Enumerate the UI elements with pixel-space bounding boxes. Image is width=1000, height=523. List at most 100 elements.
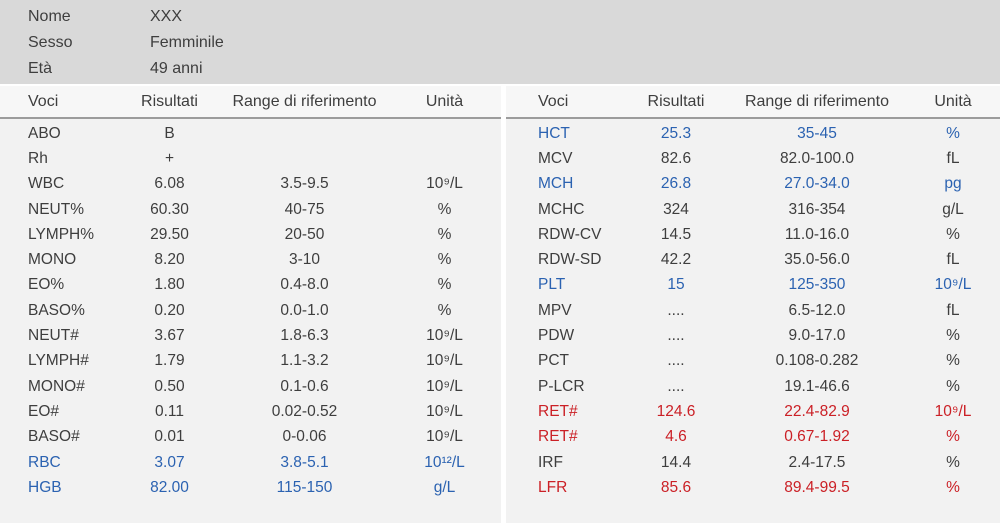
cell-voce: P-LCR [538, 377, 585, 395]
cell-risultato: 3.07 [154, 453, 185, 471]
cell-voce: HGB [28, 478, 62, 496]
patient-age-value: 49 anni [150, 60, 203, 77]
cell-voce: NEUT% [28, 200, 84, 218]
cell-unita: 10⁹/L [426, 377, 463, 395]
table-row: MONO 8.20 3-10% [0, 247, 501, 272]
cell-risultato: 42.2 [660, 251, 692, 269]
table-row: Rh + [0, 146, 501, 171]
cell-range: 11.0-16.0 [784, 225, 850, 243]
cell-risultato: 14.4 [660, 453, 692, 471]
cell-voce: RDW-CV [538, 225, 602, 243]
cell-unita: 10⁹/L [426, 175, 463, 193]
table-row: PLT 15 125-350 10⁹/L [506, 273, 1000, 298]
cell-range: 35.0-56.0 [784, 251, 850, 269]
cell-risultato: .... [667, 352, 685, 370]
cell-unita: 10⁹/L [934, 276, 972, 294]
table-row: PDW.... 9.0-17.0% [506, 323, 1000, 348]
table-row: HGB 82.00 115-150 g/L [0, 475, 501, 500]
cell-risultato: 8.20 [154, 251, 185, 269]
cell-risultato: 6.08 [154, 175, 185, 193]
cell-risultato: 0.20 [154, 301, 185, 319]
right-table-body: HCT 25.3 35-45% MCV 82.6 82.0-100.0 fL MCH 26.8 2… [506, 119, 1000, 500]
table-row: RDW-CV 14.5 11.0-16.0% [506, 222, 1000, 247]
cell-range: 89.4-99.5 [784, 478, 850, 496]
patient-age-row: Età 49 anni [0, 56, 1000, 82]
table-row: WBC 6.08 3.5-9.5 10⁹/L [0, 172, 501, 197]
table-row: EO# 0.11 0.02-0.52 10⁹/L [0, 399, 501, 424]
cell-risultato: 1.79 [154, 352, 185, 370]
cell-unita: pg [944, 175, 962, 193]
cell-range: 6.5-12.0 [788, 301, 846, 319]
cell-risultato: B [164, 124, 175, 142]
cell-range: 316-354 [788, 200, 846, 218]
cell-range: 9.0-17.0 [788, 327, 846, 345]
cell-range: 125-350 [788, 276, 846, 294]
cell-range: 0.0-1.0 [280, 301, 329, 319]
cell-risultato: 324 [663, 200, 689, 218]
column-header-risultati: Risultati [141, 92, 198, 110]
cell-voce: BASO% [28, 301, 85, 319]
patient-sex-row: Sesso Femminile [0, 30, 1000, 56]
patient-info-band: Nome XXX Sesso Femminile Età 49 anni [0, 0, 1000, 84]
cell-unita: % [946, 124, 960, 142]
cell-unita: % [437, 251, 452, 269]
table-row: HCT 25.3 35-45% [506, 121, 1000, 146]
cell-voce: LFR [538, 478, 568, 496]
cell-unita: % [946, 453, 960, 471]
table-row: NEUT# 3.67 1.8-6.3 10⁹/L [0, 323, 501, 348]
table-row: RDW-SD 42.2 35.0-56.0 fL [506, 247, 1000, 272]
cell-voce: MCH [538, 175, 574, 193]
cell-unita: % [946, 478, 960, 496]
table-row: ABO B [0, 121, 501, 146]
cell-voce: BASO# [28, 428, 80, 446]
table-row: MCV 82.6 82.0-100.0 fL [506, 146, 1000, 171]
column-header-range: Range di riferimento [232, 92, 377, 110]
patient-sex-label: Sesso [28, 34, 73, 51]
table-row: PCT.... 0.108-0.282% [506, 349, 1000, 374]
cell-risultato: + [164, 149, 175, 167]
cell-voce: NEUT# [28, 327, 79, 345]
cell-risultato: 3.67 [154, 327, 185, 345]
cell-unita: % [437, 200, 452, 218]
patient-name-label: Nome [28, 8, 71, 25]
column-header-unita: Unità [934, 92, 972, 110]
cell-voce: HCT [538, 124, 570, 142]
cell-unita: % [946, 377, 960, 395]
patient-name-row: Nome XXX [0, 4, 1000, 30]
cell-risultato: .... [667, 327, 685, 345]
cell-voce: MPV [538, 301, 572, 319]
cell-range: 27.0-34.0 [784, 175, 850, 193]
cell-risultato: 85.6 [660, 478, 692, 496]
cell-unita: g/L [942, 200, 964, 218]
table-row: RET# 124.6 22.4-82.9 10⁹/L [506, 399, 1000, 424]
cell-unita: % [946, 327, 960, 345]
cell-unita: 10⁹/L [426, 352, 463, 370]
patient-sex-value: Femminile [150, 34, 224, 51]
column-header-range: Range di riferimento [744, 92, 890, 110]
table-row: NEUT% 60.30 40-75% [0, 197, 501, 222]
cell-range: 3-10 [288, 251, 321, 269]
cell-risultato: 14.5 [660, 225, 692, 243]
table-row: EO% 1.80 0.4-8.0% [0, 273, 501, 298]
cell-range: 0.1-0.6 [280, 377, 329, 395]
cell-unita: fL [946, 251, 960, 269]
cell-voce: EO# [28, 402, 60, 420]
cell-voce: MCHC [538, 200, 585, 218]
column-header-voci: Voci [28, 92, 59, 110]
cell-range: 40-75 [284, 200, 325, 218]
cell-unita: % [946, 352, 960, 370]
table-row: MONO# 0.50 0.1-0.6 10⁹/L [0, 374, 501, 399]
cell-risultato: 25.3 [660, 124, 692, 142]
cell-voce: MONO [28, 251, 77, 269]
cell-range: 0.67-1.92 [784, 428, 850, 446]
cell-risultato: 4.6 [665, 428, 687, 446]
cell-risultato: 0.11 [154, 402, 185, 420]
table-row: MPV.... 6.5-12.0 fL [506, 298, 1000, 323]
cell-range: 20-50 [284, 225, 325, 243]
cell-voce: LYMPH% [28, 225, 95, 243]
right-table-header: Voci Risultati Range di riferimento Unit… [506, 86, 1000, 119]
table-row: RBC 3.07 3.8-5.1 10¹²/L [0, 450, 501, 475]
column-header-risultati: Risultati [647, 92, 705, 110]
cell-risultato: 60.30 [150, 200, 189, 218]
cell-risultato: .... [667, 377, 685, 395]
